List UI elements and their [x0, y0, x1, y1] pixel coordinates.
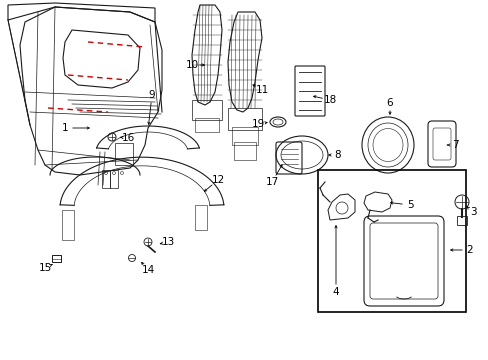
- Text: 15: 15: [38, 263, 52, 273]
- Text: 6: 6: [386, 98, 392, 108]
- Text: 8: 8: [334, 150, 341, 160]
- Bar: [192, 100, 222, 120]
- Text: 11: 11: [255, 85, 268, 95]
- Bar: [231, 127, 258, 145]
- Bar: [317, 170, 465, 312]
- Bar: [195, 205, 206, 230]
- Text: 5: 5: [406, 200, 412, 210]
- Text: 18: 18: [323, 95, 336, 105]
- Text: 17: 17: [265, 177, 278, 187]
- Text: 4: 4: [332, 287, 339, 297]
- Text: 2: 2: [466, 245, 472, 255]
- Text: 1: 1: [61, 123, 68, 133]
- Text: 13: 13: [161, 237, 174, 247]
- Text: 19: 19: [251, 119, 264, 129]
- Bar: [195, 118, 219, 132]
- Text: 7: 7: [451, 140, 457, 150]
- Bar: [62, 210, 74, 240]
- Text: 9: 9: [148, 90, 155, 100]
- Text: 3: 3: [469, 207, 475, 217]
- Bar: [234, 142, 256, 160]
- Bar: [115, 143, 133, 165]
- Text: 16: 16: [121, 133, 134, 143]
- Text: 10: 10: [185, 60, 198, 70]
- Bar: [52, 255, 61, 262]
- Text: 12: 12: [211, 175, 224, 185]
- Text: 14: 14: [141, 265, 154, 275]
- Bar: [102, 170, 110, 188]
- Bar: [110, 170, 118, 188]
- Bar: [456, 216, 466, 225]
- Bar: [227, 108, 262, 130]
